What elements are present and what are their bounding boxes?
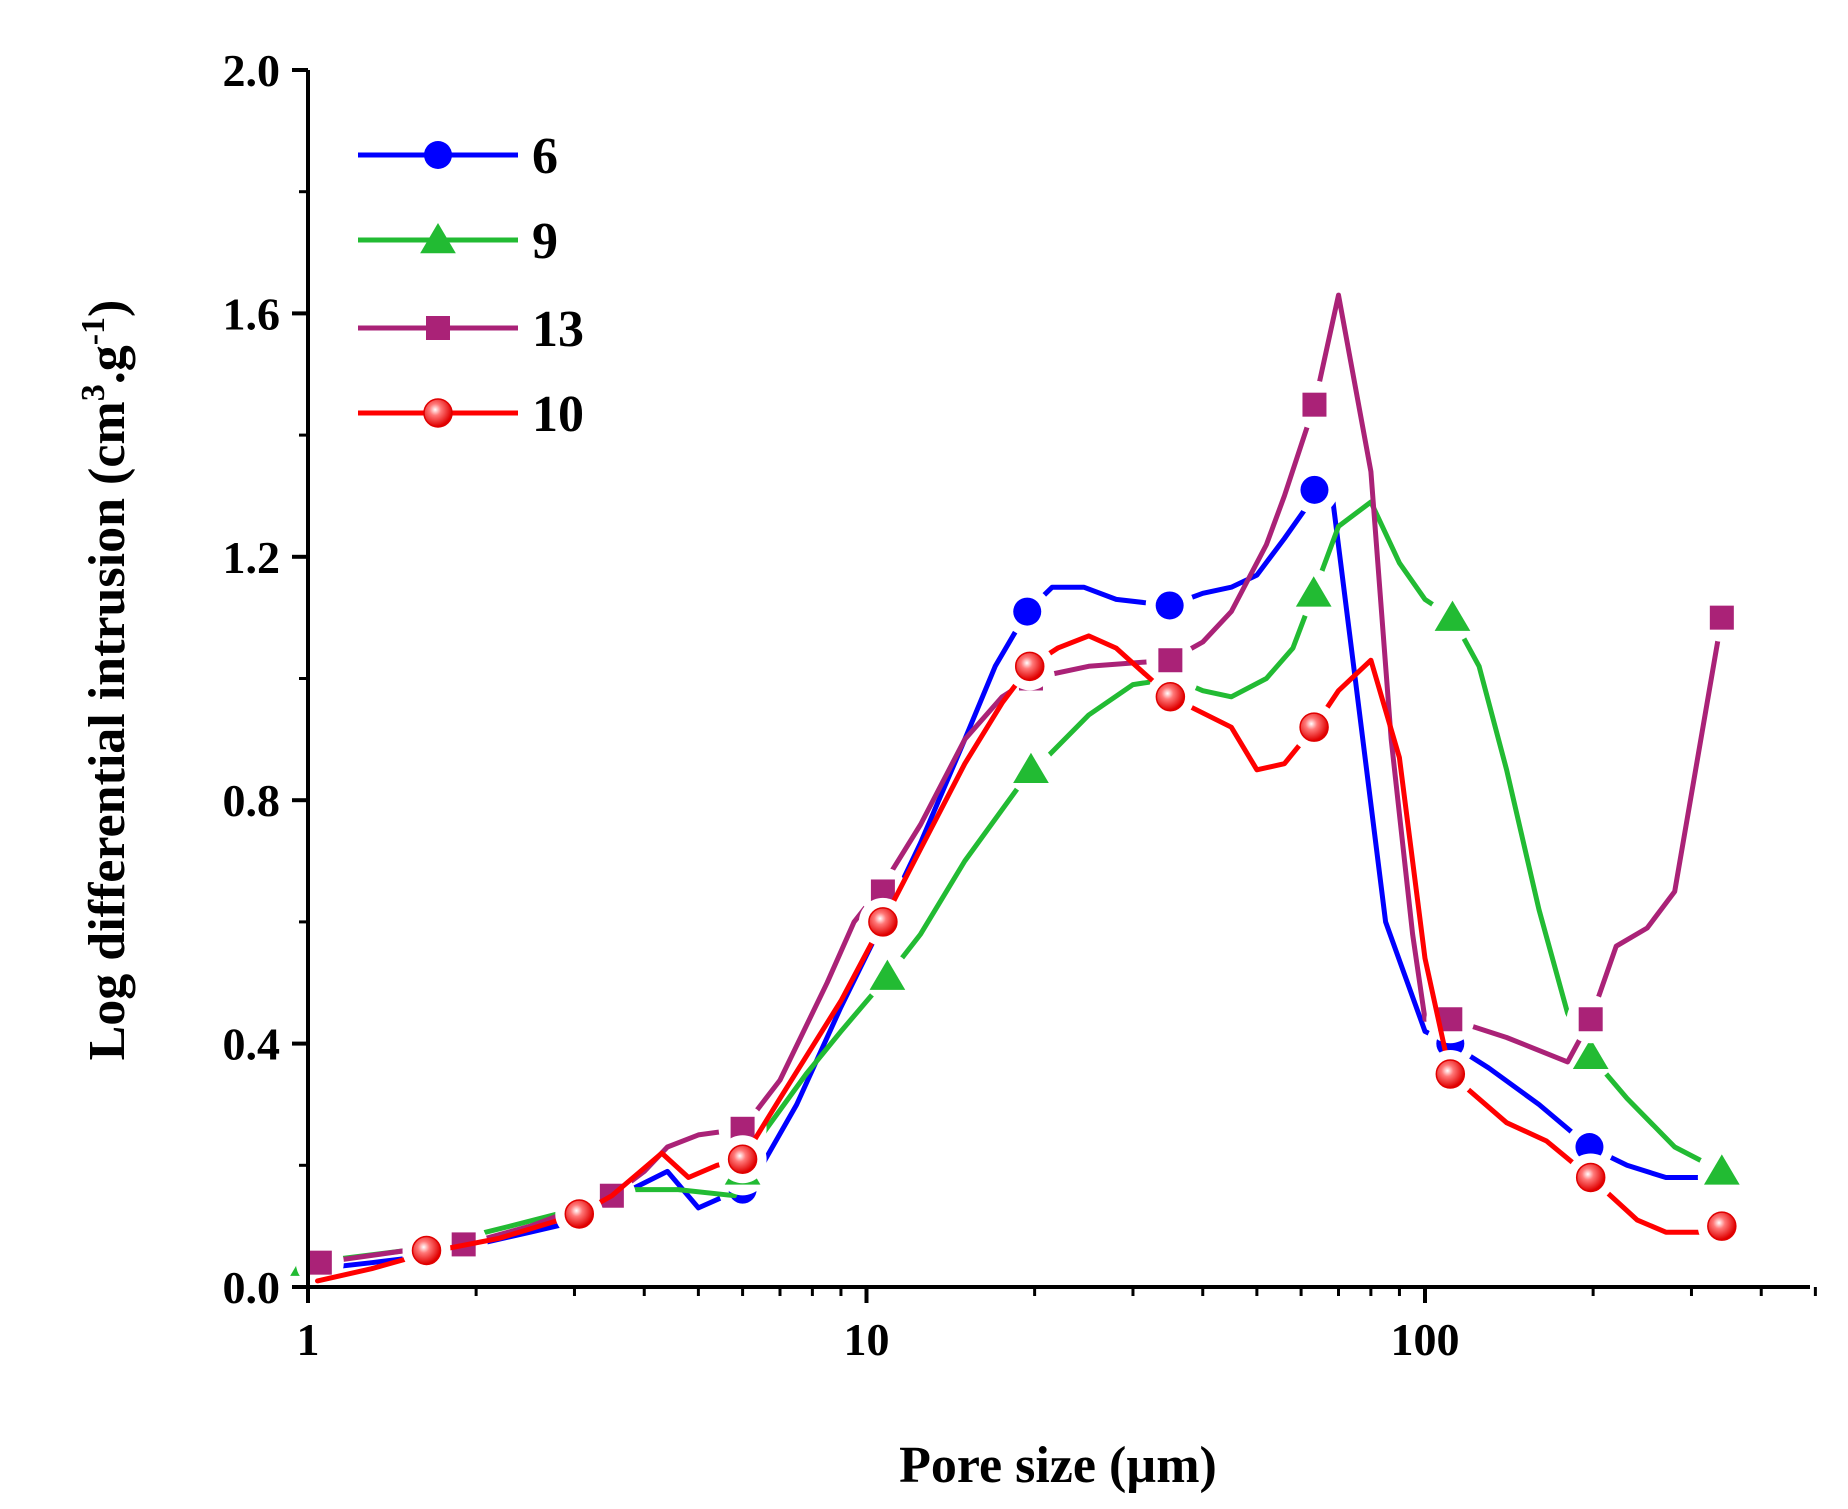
data-point-10 [564, 1199, 595, 1229]
y-axis-title-mid: .g [79, 345, 136, 384]
y-axis-title-main: Log differential intrusion (cm [79, 401, 136, 1060]
x-tick-label: 10 [844, 1314, 890, 1365]
series-layer [284, 292, 1746, 1287]
data-point-10 [1299, 712, 1329, 742]
data-point-10 [1575, 1162, 1606, 1193]
legend-marker [420, 223, 456, 254]
data-point-13 [307, 1250, 332, 1275]
legend-item-13: 13 [358, 301, 584, 358]
x-tick-label: 100 [1391, 1314, 1460, 1365]
data-point-10 [727, 1144, 758, 1174]
y-tick-label: 0.4 [223, 1019, 281, 1070]
legend-item-10: 10 [358, 386, 584, 443]
legend: 6 9 13 10 [358, 128, 584, 443]
data-point-6 [1575, 1133, 1604, 1162]
legend-marker [424, 141, 452, 169]
data-point-9 [1013, 752, 1049, 784]
x-axis-title: Pore size (µm) [899, 1437, 1217, 1494]
data-point-6 [1013, 597, 1042, 626]
y-tick-label: 0.8 [223, 775, 281, 826]
legend-label: 10 [532, 386, 584, 443]
legend-marker [426, 316, 450, 340]
series-10 [315, 633, 1746, 1284]
y-axis-title-sup2: -1 [75, 317, 112, 345]
ticks-layer: 0.0 0.4 0.8 1.2 1.6 2.0 1 10 100 [223, 45, 1817, 1365]
legend-marker [423, 398, 453, 428]
legend-item-6: 6 [358, 128, 558, 185]
legend-label: 6 [532, 128, 558, 185]
series-6 [293, 465, 1746, 1287]
data-point-13 [1578, 1007, 1603, 1032]
series-line-10 [315, 633, 1725, 1284]
y-axis-title-sup1: 3 [75, 384, 112, 401]
legend-item-9: 9 [358, 213, 558, 270]
data-point-6 [1155, 591, 1184, 620]
data-point-10 [1435, 1059, 1466, 1089]
data-point-13 [1158, 648, 1183, 673]
x-tick-label: 1 [297, 1314, 320, 1365]
legend-label: 13 [532, 301, 584, 358]
y-tick-label: 1.2 [223, 532, 281, 583]
data-point-9 [1572, 1038, 1609, 1070]
y-axis-title: Log differential intrusion (cm3.g-1) [75, 300, 136, 1061]
data-point-10 [1155, 682, 1186, 712]
data-point-13 [1302, 392, 1327, 417]
y-tick-label: 1.6 [223, 288, 281, 339]
legend-label: 9 [532, 213, 558, 270]
data-point-13 [1709, 605, 1734, 630]
data-point-9 [1295, 576, 1332, 607]
data-point-6 [1300, 475, 1329, 504]
y-tick-label: 0.0 [223, 1262, 281, 1313]
y-tick-label: 2.0 [223, 45, 281, 96]
data-point-9 [869, 959, 906, 990]
data-point-9 [1434, 600, 1471, 631]
data-point-10 [1014, 651, 1045, 682]
data-point-9 [1703, 1154, 1740, 1185]
data-point-10 [411, 1235, 442, 1266]
y-axis-title-end: ) [79, 300, 136, 317]
data-point-10 [868, 907, 898, 937]
data-point-10 [1707, 1211, 1737, 1241]
